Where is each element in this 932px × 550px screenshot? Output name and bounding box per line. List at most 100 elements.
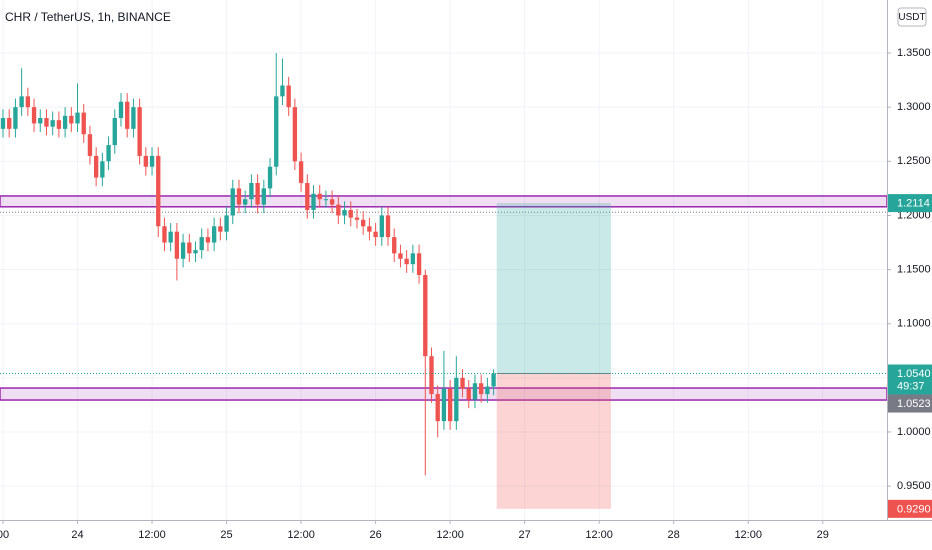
price-badge-sub: 49:37 [897,380,925,392]
candle-body [93,155,99,178]
candle-body [187,242,192,254]
price-badge [888,394,932,413]
axis: 0.95001.00001.05001.10001.15001.20001.25… [0,47,932,541]
candle-body [205,237,211,243]
candle-body [348,210,353,218]
y-tick-label: 1.2000 [897,209,931,221]
candle-body [75,112,80,124]
candle-body [56,120,62,129]
y-tick-label: 1.3000 [897,101,931,113]
candle-body [131,107,136,129]
candle-body [180,242,186,259]
candle-body [249,182,254,200]
candle-body [274,96,279,167]
candle-body [435,394,440,422]
candle-body [243,199,248,205]
x-tick-label: 24 [71,529,83,541]
candle-body [261,188,266,205]
x-tick-label: 12:00 [287,529,315,541]
candle-body [478,383,484,395]
candle-body [298,161,304,183]
x-tick-label: 27 [519,529,531,541]
candle-body [199,237,204,251]
candle-body [392,237,397,254]
candle-body [87,134,93,156]
candle-body [361,219,366,227]
candle-body [106,145,111,162]
candle-body [323,199,329,201]
x-tick-label: 28 [668,529,680,541]
candle-body [236,188,242,205]
candle-body [329,199,335,205]
candle-body [137,107,142,156]
candle-body [485,386,490,395]
candle-body [367,226,372,232]
candle-body [267,166,273,189]
chart-title: CHR / TetherUS, 1h, BINANCE [5,10,171,24]
candle-body [460,377,465,389]
candle-body [410,253,416,265]
candle-body [0,118,6,129]
candle-body [218,226,223,232]
candle-body [25,96,31,108]
currency[interactable]: USDT [898,12,925,23]
price-badge-label: 1.0540 [897,368,931,380]
candle-body [385,215,391,238]
candle-body [100,161,105,178]
candle-body [491,373,496,387]
x-tick-label: 12:00 [138,529,166,541]
candle-body [398,253,403,259]
candle-body [292,107,298,162]
candle-body [162,226,167,243]
candle-body [280,85,285,97]
candle-body [13,107,18,129]
candle-body [472,383,478,400]
candle-body [416,253,422,275]
candle-body [354,217,360,220]
x-tick-label: 25 [220,529,232,541]
price-badge [888,364,932,395]
candle-body [311,193,316,211]
candle-body [174,231,180,259]
y-tick-label: 1.2500 [897,155,931,167]
price-badge-label: 0.9290 [897,503,931,515]
candle-body [50,120,55,127]
candle-body [317,193,322,200]
candle-body [454,377,459,422]
x-tick-label: 12:00 [436,529,464,541]
candle-body [379,215,384,238]
y-tick-label: 1.1000 [897,318,931,330]
price-badge-label: 1.0523 [897,398,931,410]
candle-body [31,107,37,124]
target-zone [496,203,611,374]
candle-body [7,118,12,129]
candle-body [193,250,198,254]
candle-body [336,204,341,216]
x-tick-label: 26 [369,529,381,541]
y-tick-label: 1.1500 [897,263,931,275]
candle-body [255,182,260,205]
candle-body [149,155,155,167]
candle-body [429,356,434,395]
plot [0,53,888,509]
price-badge-label: 1.2114 [897,198,930,210]
x-tick-label: 00 [0,529,9,541]
stop-zone [496,373,611,509]
candle-body [143,155,149,167]
candle-body [305,182,310,211]
candle-body [81,112,86,135]
candle-body [404,258,409,265]
candle-body [44,118,49,127]
x-tick-label: 12:00 [734,529,762,541]
candle-body [168,231,173,243]
candle-body [112,118,117,146]
candle-body [62,115,68,129]
candle-body [125,101,130,129]
candle-body [342,210,347,216]
currency-box[interactable] [897,7,927,27]
candle-body [69,115,74,124]
candle-body [118,101,124,119]
zone [0,195,888,208]
